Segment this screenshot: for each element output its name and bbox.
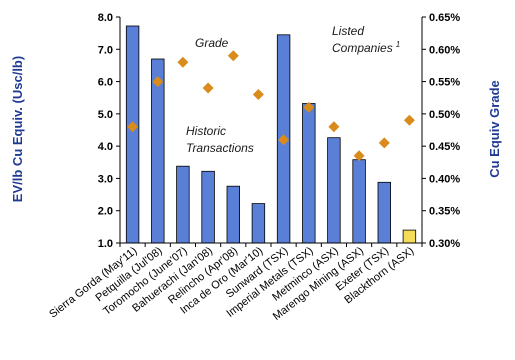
grade-marker-2: [152, 76, 164, 88]
y-tick-label: 6.0: [98, 77, 113, 89]
bar-series: [125, 25, 417, 244]
annotation-listed-line2: Companies 1: [332, 40, 400, 55]
y-axis-title: EV/lb Cu Equiv. (Usc/lb): [10, 56, 25, 202]
axes: 1.0 2.0 3.0 4.0 5.0 6.0 7.0 8.0 0.30% 0.35% 0.40% 0…: [98, 12, 461, 250]
bar-10: [352, 159, 366, 244]
y2-tick-label: 0.50%: [429, 109, 460, 121]
bar-9: [327, 137, 341, 244]
y2-tick-label: 0.45%: [429, 141, 460, 153]
grade-marker-series: [127, 50, 415, 162]
grade-marker-3: [177, 56, 189, 68]
y2-tick-label: 0.30%: [429, 238, 460, 250]
annotation-listed-line2-text: Companies: [332, 41, 393, 55]
bar-1: [125, 25, 140, 244]
grade-marker-12: [403, 114, 415, 126]
bar-11: [377, 181, 392, 244]
grade-marker-6: [252, 89, 264, 100]
grade-marker-1: [127, 121, 139, 133]
y2-tick-label: 0.55%: [429, 77, 460, 89]
bar-8: [302, 103, 316, 244]
y-tick-label: 8.0: [98, 12, 113, 24]
annotation-historic-line2: Transactions: [186, 141, 254, 155]
y-tick-label: 1.0: [98, 238, 113, 250]
grade-marker-9: [328, 121, 340, 133]
bar-3: [176, 165, 190, 244]
y2-axis-title: Cu Equiv Grade: [487, 80, 502, 178]
grade-marker-10: [353, 150, 365, 162]
y-tick-label: 2.0: [98, 206, 113, 218]
y-tick-label: 7.0: [98, 44, 113, 56]
y2-tick-label: 0.65%: [429, 12, 460, 24]
bar-12: [402, 229, 417, 244]
bar-6: [251, 203, 266, 244]
annotation-listed-line1: Listed: [332, 24, 364, 38]
grade-marker-8: [303, 101, 315, 113]
bar-5: [226, 185, 241, 244]
y2-tick-label: 0.40%: [429, 173, 460, 185]
annotation-historic-line1: Historic: [186, 124, 226, 138]
y-tick-label: 5.0: [98, 109, 113, 121]
y-tick-label: 3.0: [98, 173, 113, 185]
y2-tick-label: 0.35%: [429, 206, 460, 218]
grade-marker-5: [227, 50, 239, 62]
y-tick-label: 4.0: [98, 141, 113, 153]
bar-4: [201, 170, 215, 244]
annotation-listed-superscript: 1: [396, 40, 400, 49]
annotation-grade: Grade: [195, 36, 229, 50]
grade-marker-4: [202, 82, 214, 94]
grade-marker-11: [378, 137, 390, 149]
grade-marker-7: [278, 134, 290, 146]
y2-tick-label: 0.60%: [429, 44, 460, 56]
